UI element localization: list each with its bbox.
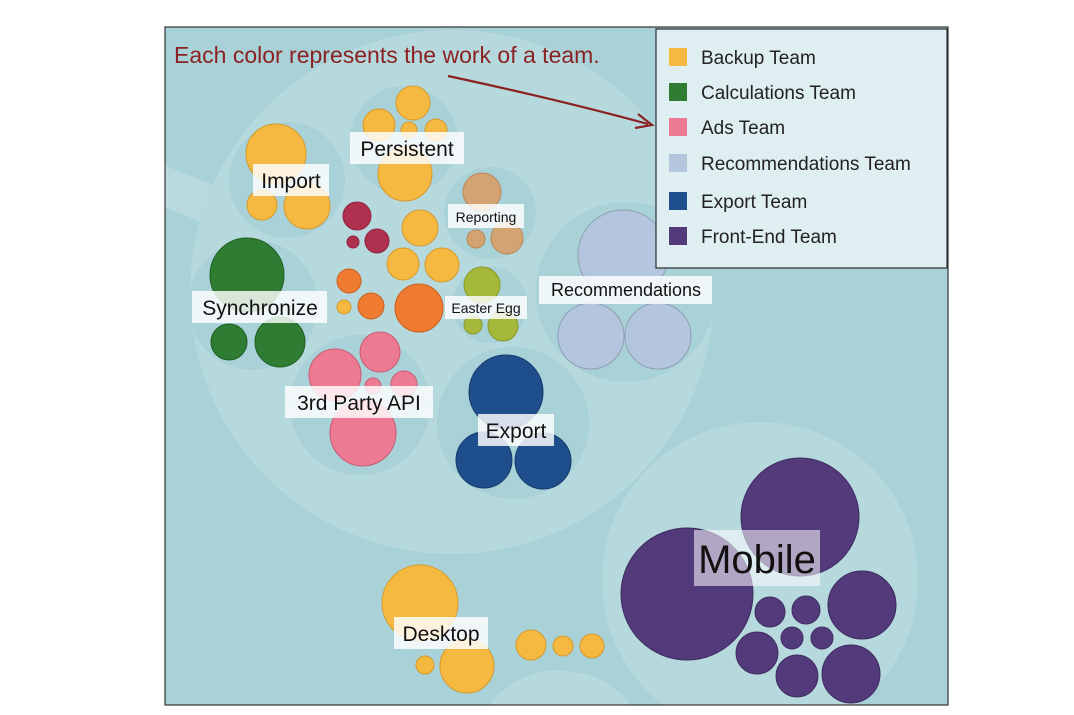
crimson-bubble [364, 228, 390, 254]
legend-label: Export Team [701, 192, 807, 213]
node-labels: Import Persistent Reporting Synchronize … [192, 132, 820, 649]
recommendations-bubble [624, 302, 692, 370]
mobile-bubble [827, 570, 897, 640]
legend-label: Calculations Team [701, 83, 856, 104]
label-third-party-api: 3rd Party API [297, 392, 421, 415]
synchronize-bubble [254, 316, 306, 368]
legend-label: Front-End Team [701, 227, 837, 248]
orange-bubble [394, 283, 444, 333]
annotation-text: Each color represents the work of a team… [174, 42, 600, 68]
backup-bubble [424, 247, 460, 283]
crimson-bubble [346, 235, 360, 249]
orange-bubble [336, 299, 352, 315]
legend-swatch [669, 227, 687, 245]
label-mobile: Mobile [698, 538, 816, 582]
legend-label: Backup Team [701, 48, 816, 69]
mobile-bubble [791, 595, 821, 625]
mobile-bubble [735, 631, 779, 675]
label-export: Export [486, 420, 547, 443]
desktop-bubble [415, 655, 435, 675]
legend-box [655, 28, 948, 269]
persistent-bubble [395, 85, 431, 121]
bottom-group-circle [488, 670, 632, 705]
mobile-bubble [775, 654, 819, 698]
desktop-bubble [515, 629, 547, 661]
desktop-small-group [550, 617, 606, 673]
desktop-bubble [579, 633, 605, 659]
legend-swatch [669, 192, 687, 210]
legend-swatch [669, 48, 687, 66]
desktop-bubble [552, 635, 574, 657]
synchronize-bubble [210, 323, 248, 361]
legend-swatch [669, 118, 687, 136]
legend-label: Ads Team [701, 118, 785, 139]
crimson-bubble [342, 201, 372, 231]
legend-swatch [669, 83, 687, 101]
label-reporting: Reporting [456, 209, 517, 225]
mobile-bubble [754, 596, 786, 628]
mobile-bubble [821, 644, 881, 704]
label-easter-egg: Easter Egg [451, 300, 520, 316]
label-desktop: Desktop [402, 623, 479, 646]
backup-bubble [401, 209, 439, 247]
label-persistent: Persistent [360, 138, 454, 161]
legend-swatch [669, 154, 687, 172]
label-import: Import [261, 170, 321, 193]
mobile-bubble [810, 626, 834, 650]
annotation-arrow [447, 74, 649, 126]
legend-label: Recommendations Team [701, 154, 911, 175]
label-recommendations: Recommendations [551, 280, 701, 300]
label-synchronize: Synchronize [202, 297, 318, 320]
recommendations-bubble [557, 302, 625, 370]
diagram-frame [164, 26, 949, 706]
orange-bubble [336, 268, 362, 294]
reporting-bubble [466, 229, 486, 249]
annotation-arrow-head [634, 113, 655, 130]
mobile-bubble [780, 626, 804, 650]
ads-bubble [359, 331, 401, 373]
legend: Backup Team Calculations Team Ads Team Reco… [655, 28, 948, 269]
orange-bubble [357, 292, 385, 320]
backup-bubble [386, 247, 420, 281]
